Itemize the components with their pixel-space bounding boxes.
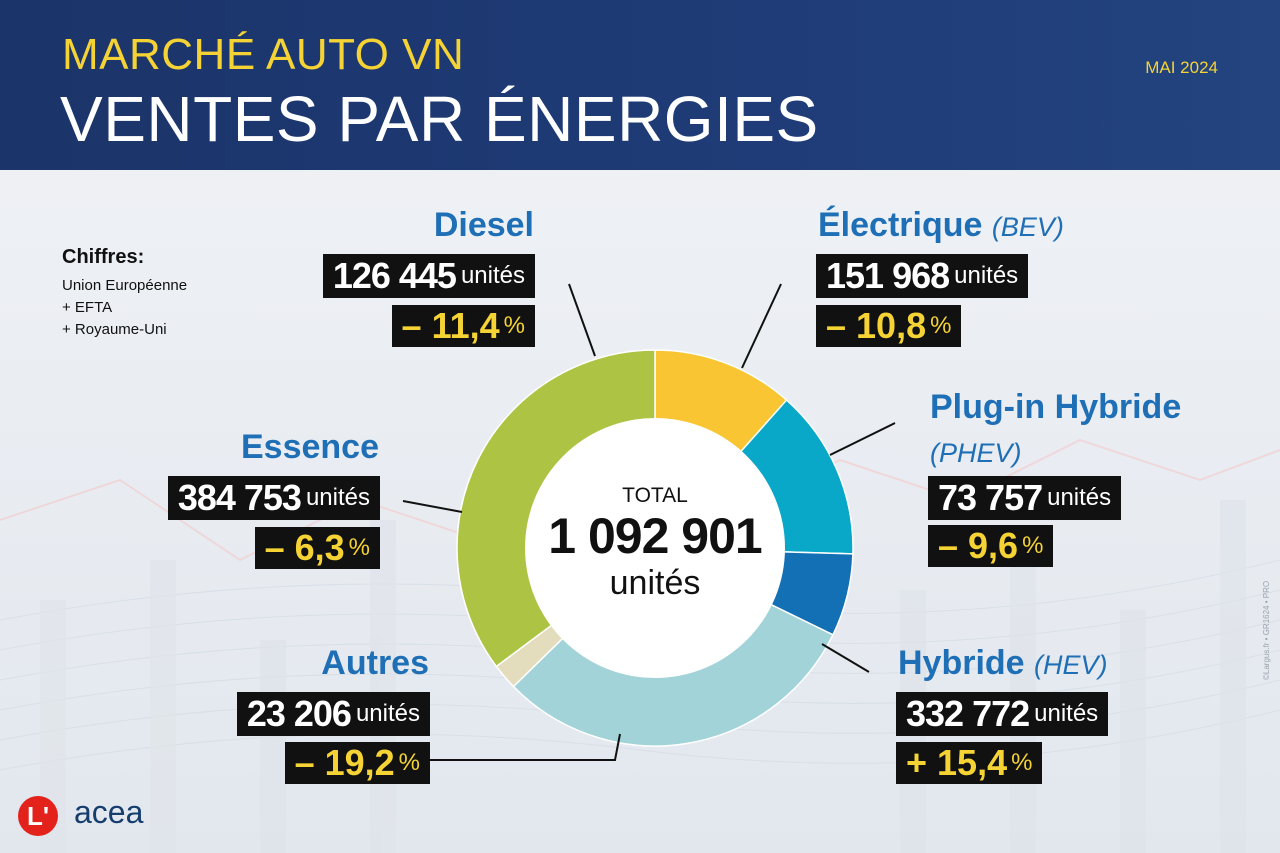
percent-sign: % [930,312,952,339]
acea-logo: acea [74,794,144,830]
segment-sub: (HEV) [1034,650,1108,680]
change-value: – 11,4 [401,305,500,346]
units-value: 73 757 [938,477,1043,518]
change-box-diesel: – 11,4 % [391,305,535,347]
units-label: unités [1047,484,1112,511]
logo-letter: L' [26,800,50,831]
total-label: TOTAL [622,484,688,507]
change-box-electrique: – 10,8 % [816,305,962,347]
segment-name: Électrique [818,206,983,244]
leader-line-hybride [821,643,870,673]
units-label: unités [1034,700,1099,727]
units-value: 332 772 [906,693,1030,734]
percent-sign: % [1011,749,1033,776]
units-value: 384 753 [177,477,302,518]
units-value: 126 445 [332,255,457,296]
segment-name: Plug-in Hybride [930,388,1182,426]
units-value: 23 206 [246,693,352,734]
header-date: MAI 2024 [1145,58,1218,77]
units-label: unités [460,262,525,289]
units-label: unités [305,484,370,511]
image-credit: ©Largus.fr • GR1624 • PRO [1262,580,1271,680]
units-box-essence: 384 753 unités [167,476,380,520]
segment-name: Hybride [898,644,1025,682]
units-box-phev: 73 757 unités [928,476,1122,520]
units-box-autres: 23 206 unités [236,692,430,736]
label-hybride: Hybride (HEV) [898,644,1108,683]
label-autres: Autres [321,644,429,683]
leader-line-electrique [741,283,782,369]
leader-line-autres [430,733,621,761]
change-box-essence: – 6,3 % [254,527,380,569]
change-box-hybride: + 15,4 % [896,742,1043,784]
label-phev: Plug-in Hybride [930,388,1181,427]
segment-name: Diesel [433,206,534,244]
change-box-autres: – 19,2 % [284,742,430,784]
label-electrique: Électrique (BEV) [818,206,1064,245]
note-line: + Royaume-Uni [62,321,167,338]
note-line: Union Européenne [62,277,188,294]
change-value: – 6,3 [264,527,345,568]
label-diesel: Diesel [434,206,534,245]
label-essence: Essence [241,428,379,467]
segment-name: Autres [321,644,429,682]
header-subtitle: MARCHÉ AUTO VN [62,30,465,79]
figures-note: Chiffres: Union Européenne + EFTA + Roya… [62,246,187,341]
leader-line-phev [829,422,896,456]
percent-sign: % [503,312,525,339]
units-box-electrique: 151 968 unités [816,254,1029,298]
leader-line-diesel [568,283,596,357]
change-value: – 10,8 [826,305,927,346]
units-box-diesel: 126 445 unités [322,254,535,298]
segment-name: Essence [241,428,379,466]
units-box-hybride: 332 772 unités [896,692,1109,736]
donut-center-total: TOTAL 1 092 901 unités [530,484,780,602]
percent-sign: % [348,534,370,561]
total-unit: unités [609,564,701,602]
page-title: VENTES PAR ÉNERGIES [60,83,819,155]
change-box-phev: – 9,6 % [928,525,1054,567]
label-phev-sub: (PHEV) [930,432,1022,471]
segment-sub: (BEV) [991,212,1064,242]
units-label: unités [954,262,1019,289]
note-line: + EFTA [62,299,113,316]
segment-sub: (PHEV) [930,438,1022,468]
leader-line-essence [402,500,463,513]
total-value: 1 092 901 [548,508,762,564]
largus-logo: L' [18,796,58,836]
note-title: Chiffres: [62,246,145,268]
units-value: 151 968 [826,255,950,296]
donut-hole [525,418,785,678]
header-banner: MARCHÉ AUTO VN VENTES PAR ÉNERGIES MAI 2… [0,0,1280,170]
change-value: – 19,2 [294,742,395,783]
units-label: unités [355,700,420,727]
change-value: – 9,6 [938,525,1019,566]
percent-sign: % [1022,532,1044,559]
percent-sign: % [398,749,420,776]
change-value: + 15,4 [906,742,1008,783]
